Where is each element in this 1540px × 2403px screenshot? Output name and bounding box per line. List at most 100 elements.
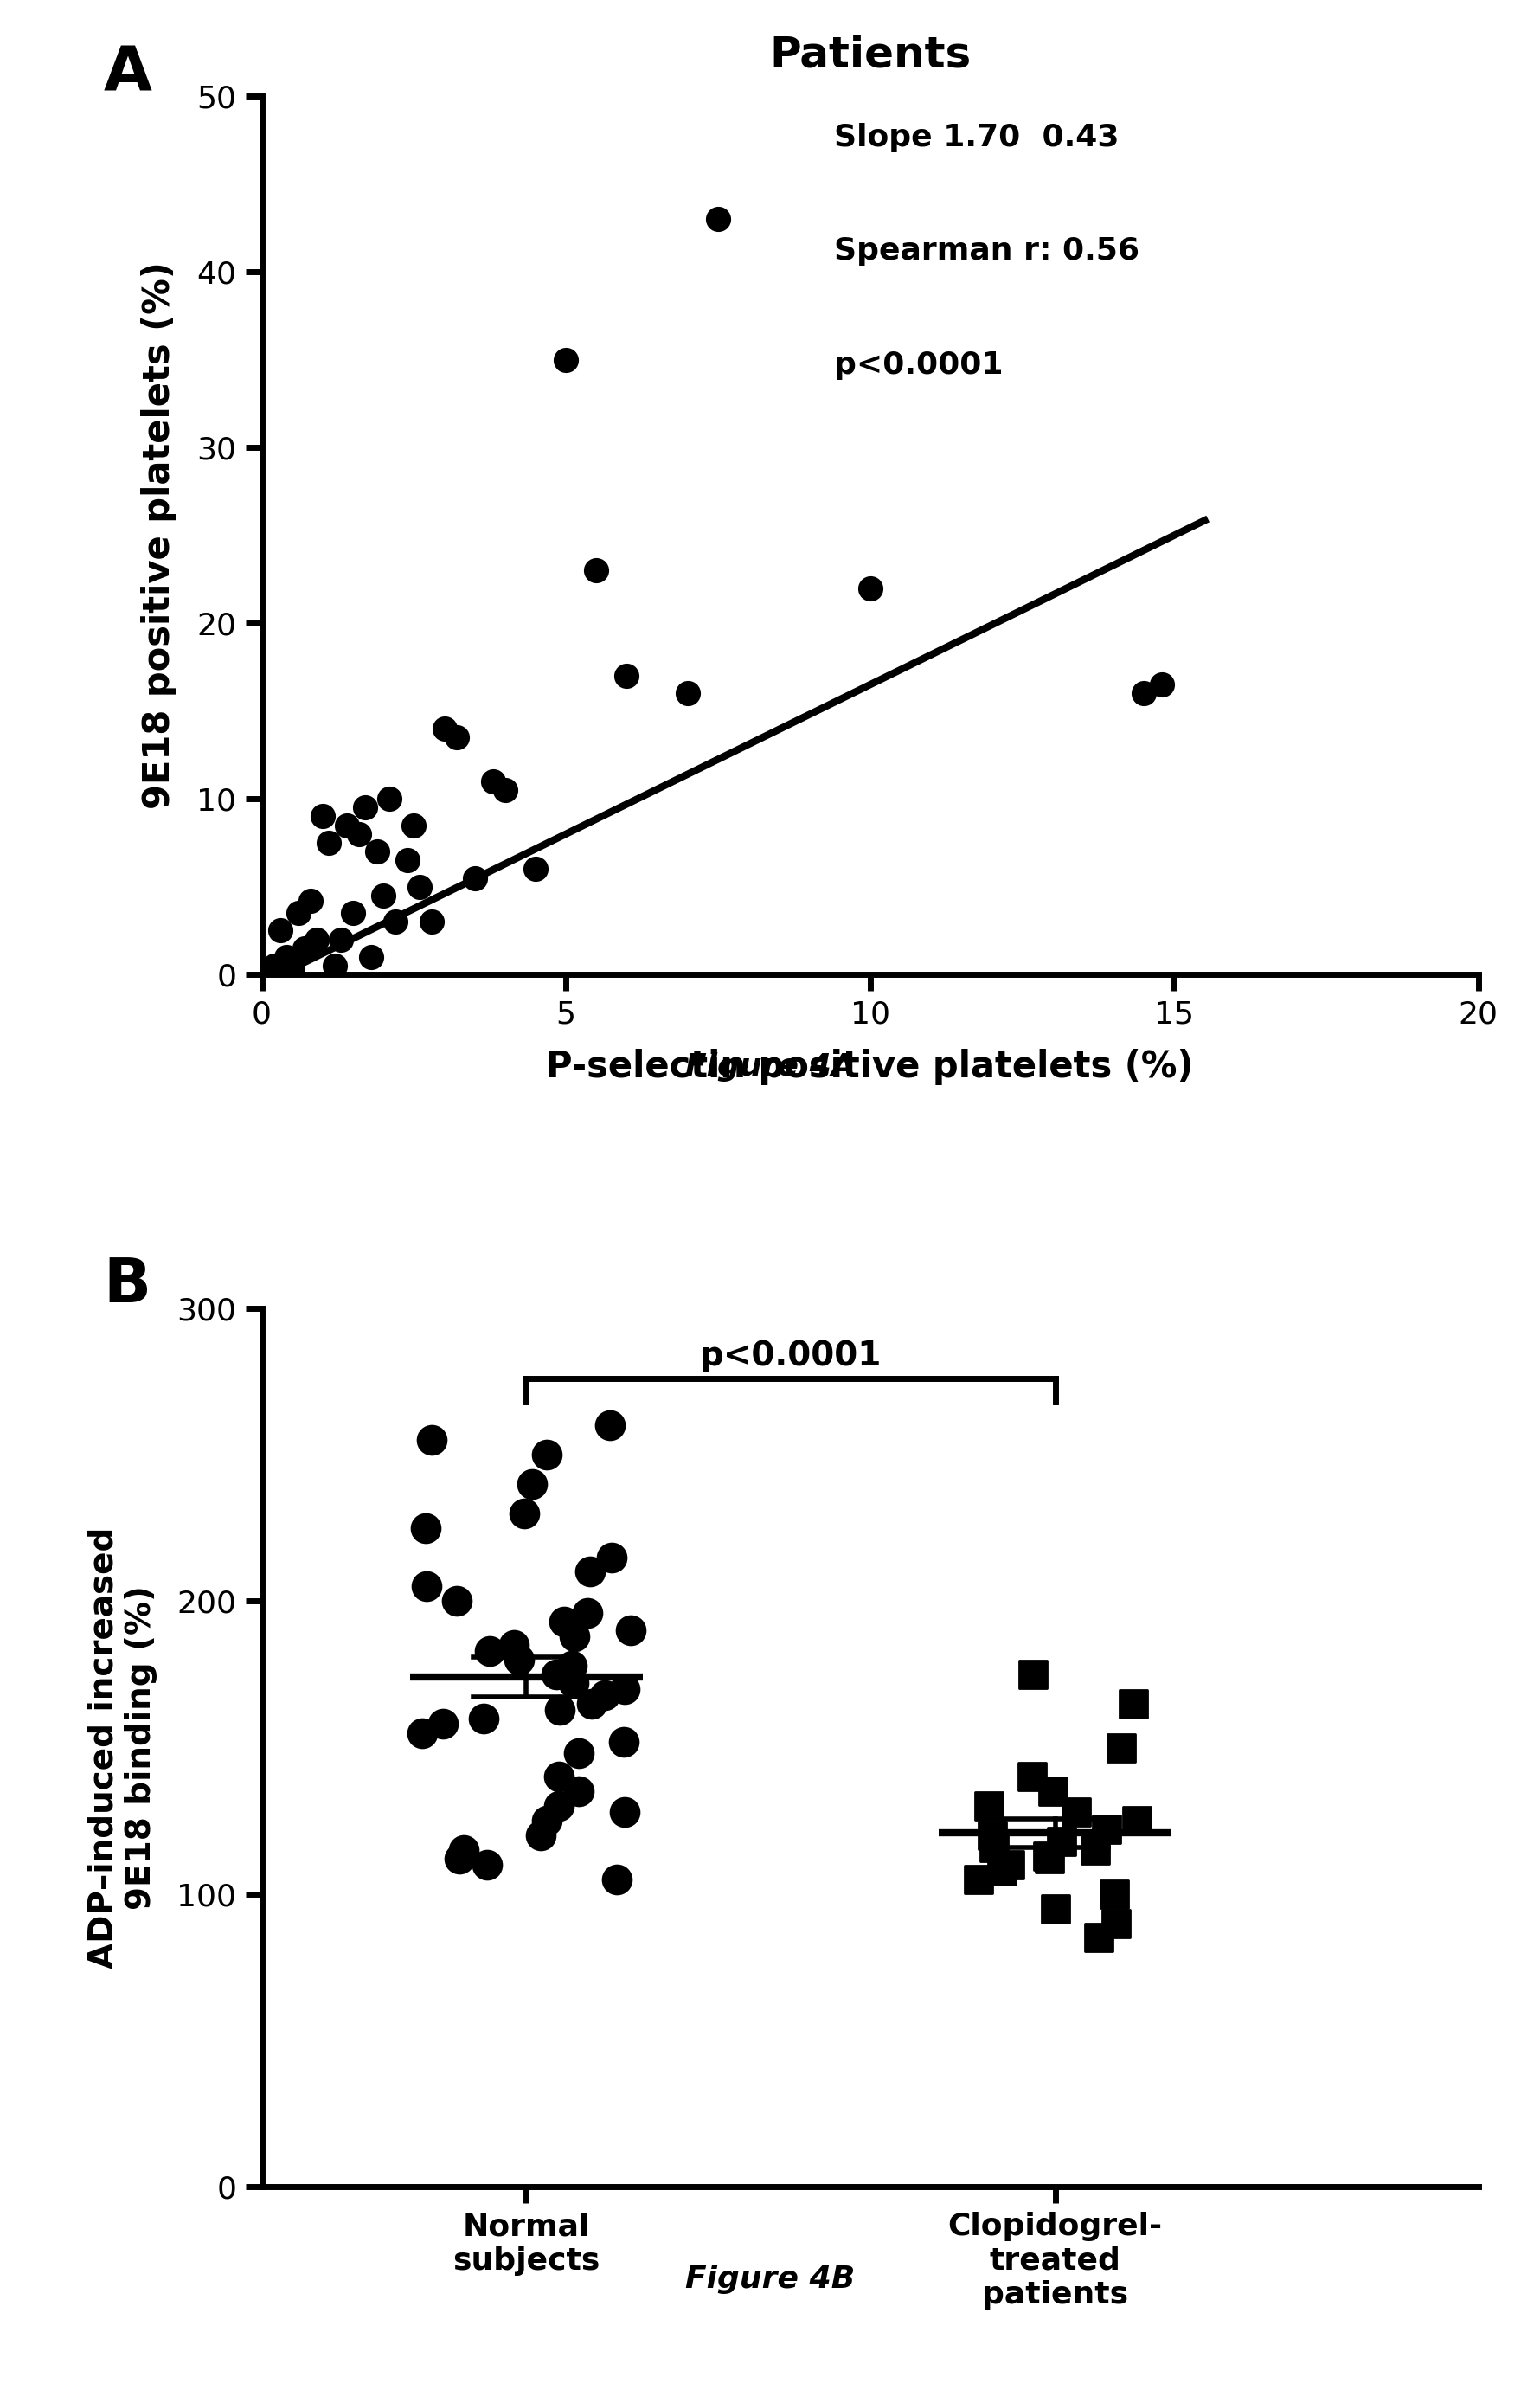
Point <box>477 1632 502 1670</box>
Point <box>578 1552 602 1591</box>
Point <box>1150 666 1175 704</box>
Point <box>268 911 293 949</box>
Point <box>519 1466 544 1504</box>
Point <box>979 1817 1004 1855</box>
Point <box>513 1495 537 1533</box>
Point <box>524 851 548 889</box>
Point <box>1043 1889 1067 1927</box>
Point <box>334 805 359 843</box>
Point <box>371 877 396 916</box>
Text: B: B <box>103 1257 151 1314</box>
Point <box>402 805 427 843</box>
Point <box>419 1420 444 1459</box>
Point <box>396 841 420 879</box>
Point <box>476 1846 500 1884</box>
Point <box>462 858 487 896</box>
Point <box>613 1670 638 1709</box>
Text: p<0.0001: p<0.0001 <box>699 1341 882 1372</box>
Point <box>561 1663 585 1701</box>
Point <box>599 1538 624 1576</box>
Point <box>444 718 468 757</box>
Point <box>1109 1728 1133 1766</box>
Point <box>561 1646 585 1685</box>
X-axis label: P-selectin positive platelets (%): P-selectin positive platelets (%) <box>547 1048 1194 1084</box>
Point <box>413 1509 437 1548</box>
Point <box>1021 1656 1046 1694</box>
Point <box>598 1406 622 1444</box>
Point <box>493 771 517 810</box>
Point <box>340 894 365 932</box>
Point <box>431 1704 456 1742</box>
Point <box>322 947 346 985</box>
Point <box>451 1831 476 1870</box>
Point <box>280 949 305 988</box>
Point <box>311 798 336 836</box>
Point <box>447 1841 471 1879</box>
Point <box>365 831 390 870</box>
Point <box>305 920 330 959</box>
Point <box>613 1793 638 1831</box>
Point <box>547 1689 571 1728</box>
Point <box>1104 1903 1129 1942</box>
Point <box>567 1773 591 1812</box>
Point <box>299 882 323 920</box>
Point <box>593 1675 618 1713</box>
Point <box>675 675 699 714</box>
Point <box>293 930 317 968</box>
Point <box>605 1860 630 1898</box>
Point <box>480 762 505 800</box>
Text: Figure 4B: Figure 4B <box>685 2264 855 2295</box>
Point <box>528 1817 553 1855</box>
Point <box>353 788 377 827</box>
Point <box>981 1829 1006 1867</box>
Point <box>1064 1793 1089 1831</box>
Point <box>551 1603 576 1641</box>
Point <box>500 1627 525 1665</box>
Point <box>554 341 579 380</box>
Point <box>359 937 383 976</box>
Title: Patients: Patients <box>768 34 972 77</box>
Point <box>420 904 445 942</box>
Point <box>1124 1802 1149 1841</box>
Point <box>614 656 639 694</box>
Point <box>611 1723 636 1761</box>
Point <box>534 1802 559 1841</box>
Text: Figure 4A: Figure 4A <box>685 1053 855 1081</box>
Point <box>1093 1809 1118 1848</box>
Point <box>1132 675 1157 714</box>
Point <box>1103 1874 1127 1913</box>
Point <box>1019 1757 1044 1795</box>
Point <box>286 894 311 932</box>
Point <box>471 1699 496 1737</box>
Point <box>576 1593 601 1632</box>
Point <box>567 1735 591 1773</box>
Point <box>507 1641 531 1680</box>
Point <box>1086 1918 1110 1956</box>
Point <box>431 709 457 747</box>
Point <box>328 920 353 959</box>
Point <box>544 1656 568 1694</box>
Text: p<0.0001: p<0.0001 <box>833 351 1003 380</box>
Point <box>562 1617 587 1656</box>
Point <box>996 1846 1021 1884</box>
Point <box>547 1788 571 1826</box>
Point <box>705 199 730 238</box>
Point <box>989 1850 1013 1889</box>
Text: Slope 1.70  0.43: Slope 1.70 0.43 <box>833 123 1118 151</box>
Point <box>408 867 433 906</box>
Point <box>1121 1685 1146 1723</box>
Point <box>584 550 608 589</box>
Y-axis label: 9E18 positive platelets (%): 9E18 positive platelets (%) <box>142 262 177 810</box>
Point <box>262 947 286 985</box>
Text: Spearman r: 0.56: Spearman r: 0.56 <box>833 235 1140 267</box>
Point <box>534 1435 559 1473</box>
Point <box>1041 1773 1066 1812</box>
Point <box>547 1757 571 1795</box>
Text: A: A <box>103 43 152 103</box>
Point <box>346 815 371 853</box>
Point <box>1035 1836 1060 1874</box>
Point <box>858 570 882 608</box>
Point <box>377 779 402 817</box>
Y-axis label: ADP–induced increased
9E18 binding (%): ADP–induced increased 9E18 binding (%) <box>86 1526 157 1968</box>
Point <box>410 1713 434 1752</box>
